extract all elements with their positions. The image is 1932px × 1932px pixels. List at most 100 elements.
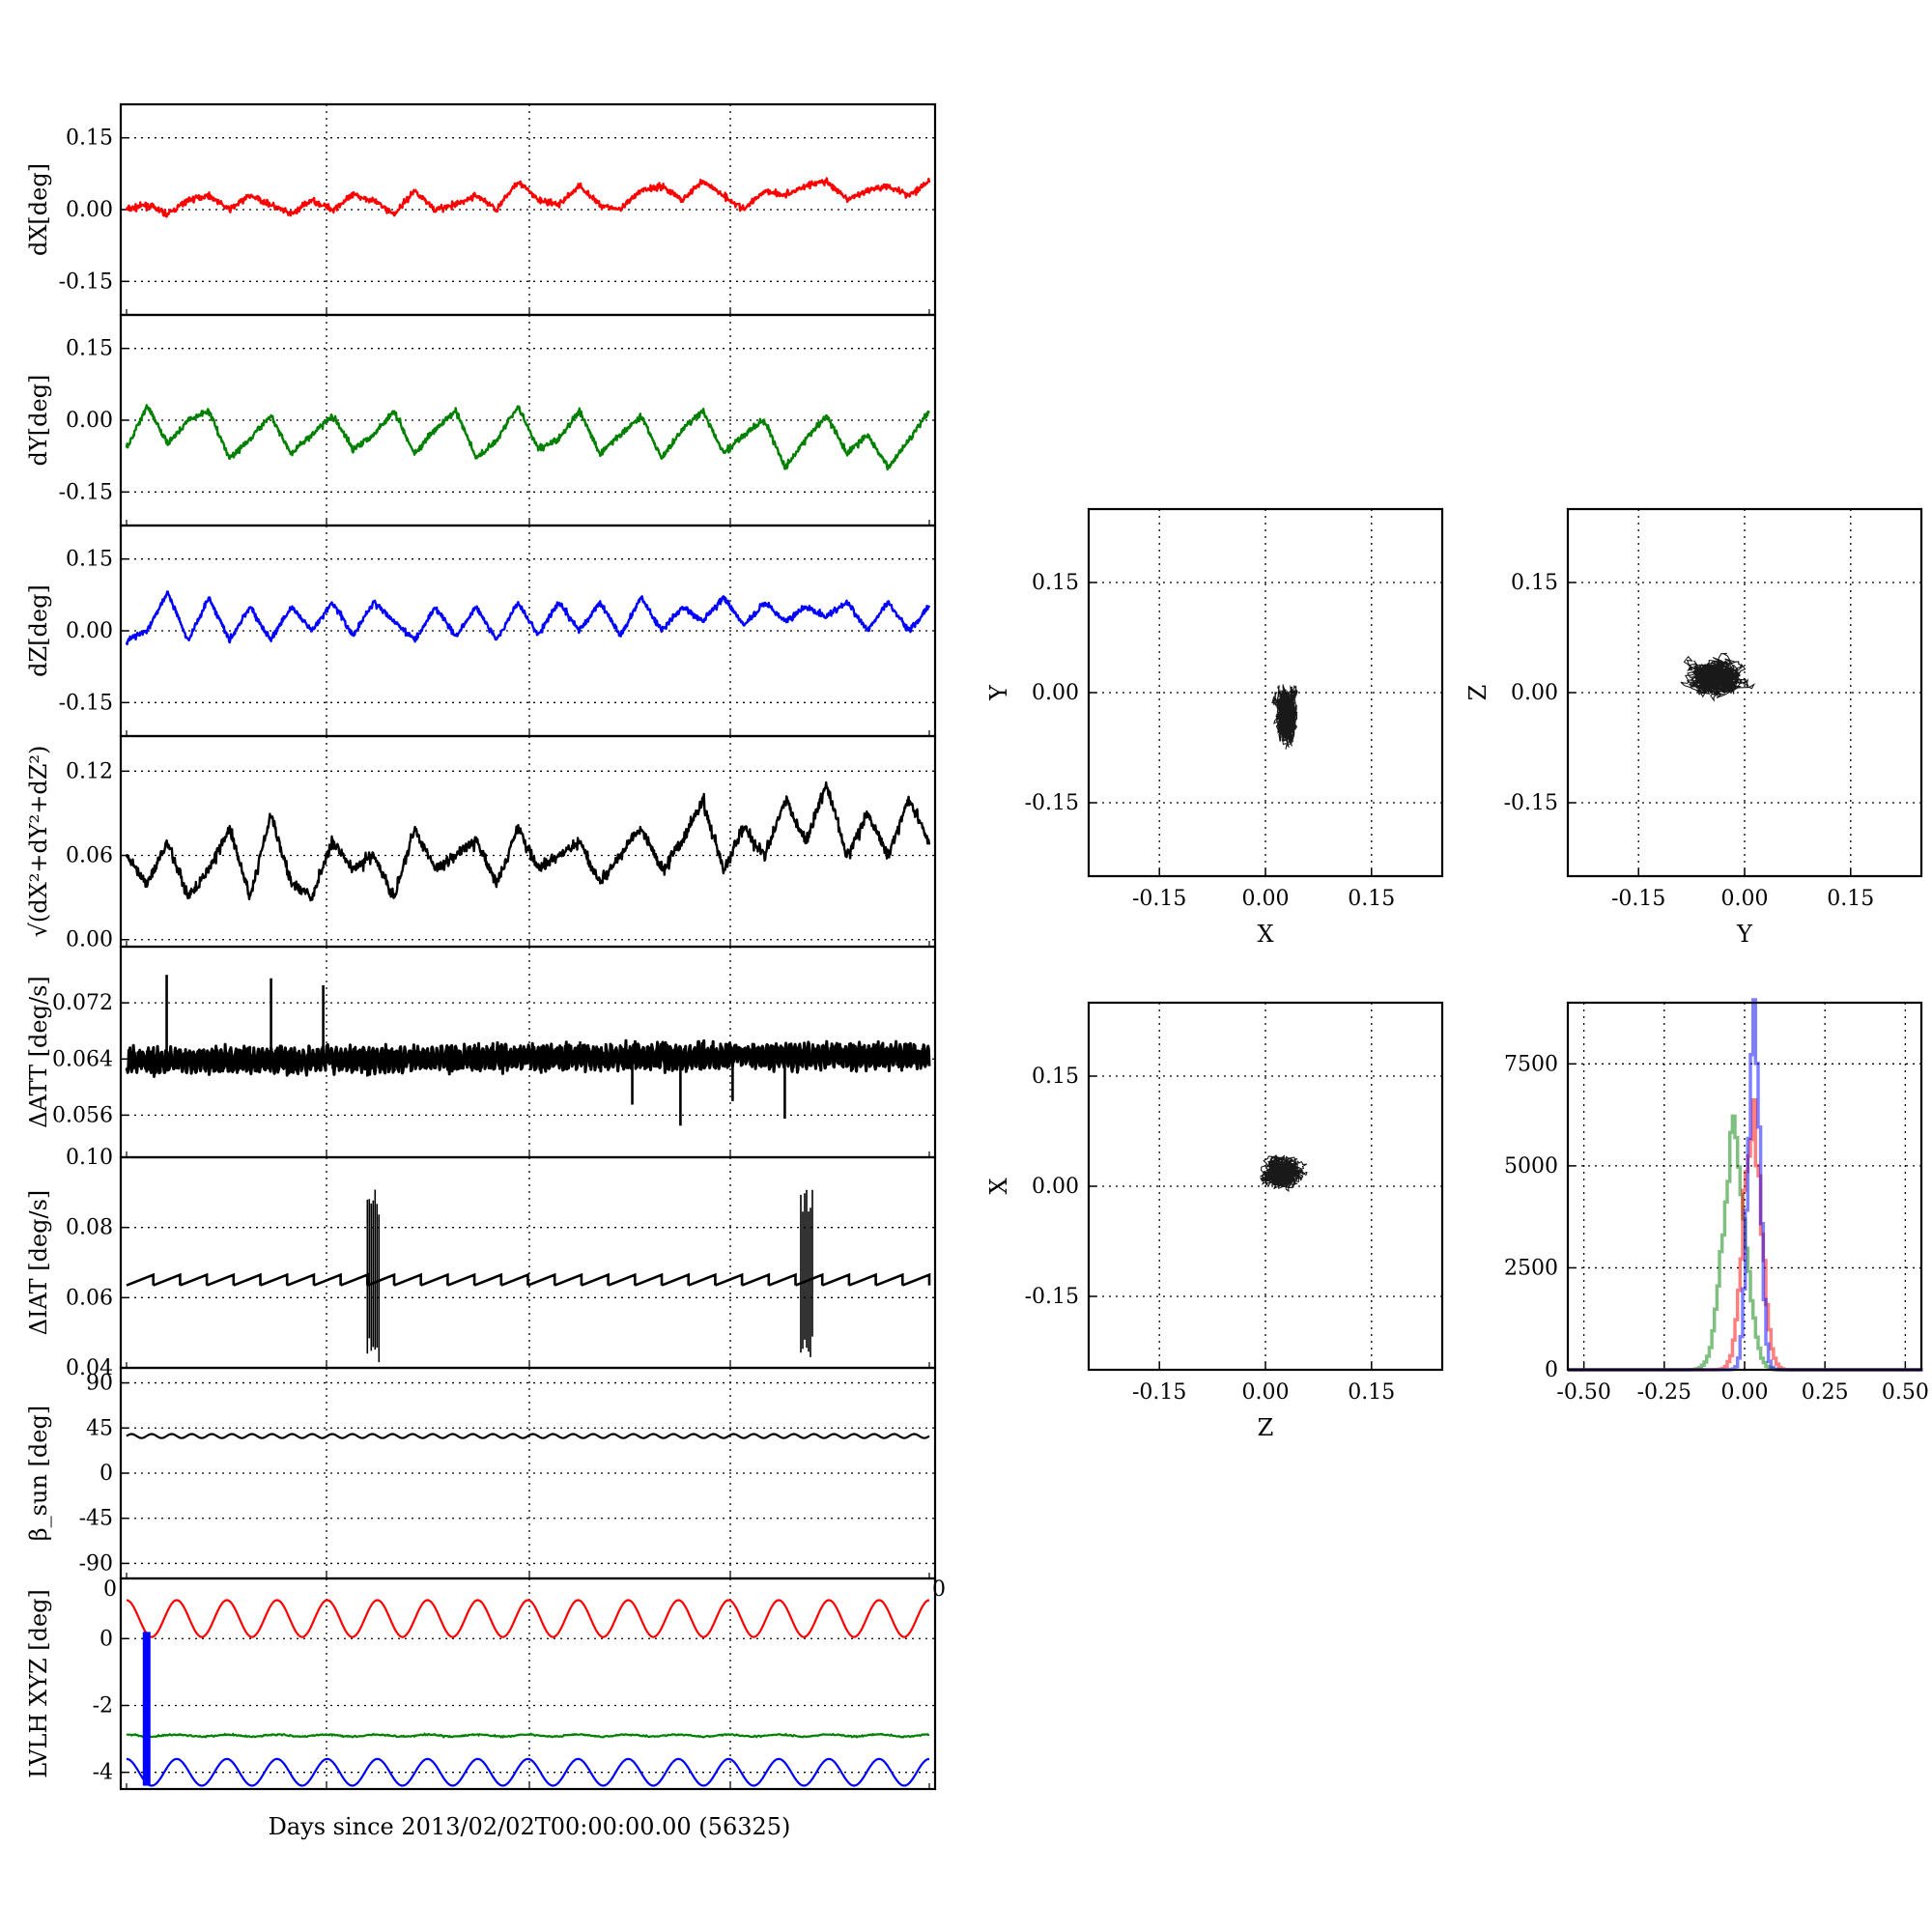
y-axis-label: ΔIAT [deg/s] (25, 1190, 52, 1336)
x-tick-label: 0.00 (1242, 1380, 1290, 1405)
series-line-blue (126, 1757, 930, 1787)
series-line-red (126, 1599, 930, 1638)
y-tick-label: -0.15 (59, 691, 113, 715)
panel-rss: 0.12 0.06 0.00 √(dX²+dY²+dZ²) (25, 734, 937, 952)
y-axis-label: X (985, 1178, 1012, 1194)
x-axis-label: X (1257, 921, 1273, 948)
y-tick-label: 5000 (1504, 1154, 1558, 1179)
panel-xy: -0.15 0.00 0.15 0.15 0.00 -0.15 X Y (985, 507, 1444, 948)
corner-tick-label: 0 (103, 1577, 117, 1602)
panel-yz: -0.15 0.00 0.15 0.15 0.00 -0.15 Y Z (1464, 507, 1923, 948)
panel-beta: 90 45 0 -45 -90 β_sun [deg] (25, 1366, 937, 1580)
y-tick-label: -0.15 (1504, 791, 1558, 815)
x-tick-label: 0.00 (1721, 1380, 1769, 1405)
x-tick-label: -0.15 (1132, 887, 1186, 911)
x-axis-label: Z (1258, 1414, 1274, 1441)
y-tick-label: 0.00 (66, 619, 113, 643)
axes-frame (119, 734, 937, 949)
y-tick-label: 45 (86, 1416, 113, 1440)
jump-bar (142, 1632, 151, 1786)
axes-frame (1566, 1001, 1923, 1372)
y-tick-label: 90 (86, 1372, 113, 1396)
series-line-dY (125, 404, 930, 471)
scatter-and-histogram-panels: -0.15 0.00 0.15 0.15 0.00 -0.15 X Y -0.15 0.00 0.1… (985, 507, 1929, 1441)
y-tick-label: -0.15 (59, 480, 113, 504)
series-line-dZ (125, 590, 931, 646)
y-axis-label: dY[deg] (25, 375, 52, 467)
x-tick-label: -0.15 (1132, 1380, 1186, 1405)
y-axis-label: ΔATT [deg/s] (25, 976, 52, 1128)
y-axis-label: √(dX²+dY²+dZ²) (25, 746, 52, 938)
axes-frame (119, 1577, 937, 1791)
y-tick-label: 0.072 (52, 991, 113, 1015)
axes-frame (1566, 507, 1923, 878)
y-tick-label: 0 (99, 1462, 113, 1486)
axes-frame (1087, 507, 1444, 878)
y-tick-label: 0.00 (66, 928, 113, 952)
y-axis-label: Z (1464, 685, 1492, 701)
x-tick-label: 0.50 (1882, 1380, 1929, 1405)
y-tick-label: 0.00 (1511, 681, 1558, 705)
y-tick-label: 0.064 (52, 1047, 113, 1071)
y-tick-label: 0.056 (52, 1103, 113, 1127)
x-tick-label: 0.15 (1827, 887, 1874, 911)
y-tick-label: 0 (1545, 1358, 1558, 1382)
y-tick-label: -0.15 (1025, 791, 1079, 815)
y-tick-label: 0.00 (1032, 681, 1079, 705)
y-tick-label: -4 (93, 1761, 113, 1785)
scatter-trace (1680, 652, 1756, 702)
panel-dX: 0.15 0.00 -0.15 dX[deg] (25, 102, 937, 317)
x-tick-label: -0.50 (1556, 1380, 1610, 1405)
scatter-trace (1271, 684, 1298, 750)
y-tick-label: 0.15 (1032, 571, 1079, 595)
x-axis-label: Y (1736, 921, 1753, 948)
y-tick-label: 0.15 (66, 548, 113, 572)
y-tick-label: 0.00 (1032, 1175, 1079, 1199)
panel-diat: 0.08 0.06 0.04 ΔIAT [deg/s] (25, 1155, 937, 1380)
panel-datt: 0.072 0.064 0.056 0.10 ΔATT [deg/s] (25, 945, 937, 1170)
x-tick-label: -0.25 (1637, 1380, 1691, 1405)
y-axis-label: LVLH XYZ [deg] (25, 1589, 52, 1778)
y-tick-label: 0.08 (66, 1216, 113, 1240)
x-tick-label: 0.00 (1721, 887, 1769, 911)
y-tick-label: 0.15 (66, 127, 113, 151)
y-axis-label: Y (985, 684, 1012, 701)
y-tick-label: 0.10 (66, 1146, 113, 1170)
scatter-trace (1260, 1153, 1308, 1193)
x-tick-label: 0.00 (1242, 887, 1290, 911)
y-tick-label: 0.15 (66, 337, 113, 361)
y-tick-label: 0 (99, 1627, 113, 1651)
y-tick-label: 0.12 (66, 759, 113, 783)
series-line-green (126, 1732, 930, 1740)
axes-frame (1087, 1001, 1444, 1372)
y-tick-label: -45 (79, 1507, 113, 1531)
y-tick-label: 2500 (1504, 1256, 1558, 1280)
burst (800, 1189, 813, 1357)
y-tick-label: 0.04 (66, 1356, 113, 1380)
y-tick-label: 0.15 (1032, 1065, 1079, 1089)
y-tick-label: 0.15 (1511, 571, 1558, 595)
time-series-panels: 0.15 0.00 -0.15 dX[deg] 0.15 0.00 -0.15 dY[deg]… (25, 102, 946, 1791)
panel-dY: 0.15 0.00 -0.15 dY[deg] (25, 313, 937, 527)
y-tick-label: 0.06 (66, 1286, 113, 1310)
x-tick-label: 0.15 (1348, 887, 1395, 911)
series-line-diat (126, 1272, 931, 1287)
panel-zx: -0.15 0.00 0.15 0.15 0.00 -0.15 Z X (985, 1001, 1444, 1441)
x-tick-label: 0.15 (1348, 1380, 1395, 1405)
y-axis-label: β_sun [deg] (25, 1406, 52, 1541)
y-tick-label: -90 (79, 1551, 113, 1576)
y-tick-label: -0.15 (59, 270, 113, 294)
y-tick-label: -2 (93, 1693, 113, 1718)
series-line-rss (125, 781, 931, 902)
x-tick-label: 0.25 (1802, 1380, 1849, 1405)
series-line-beta (126, 1433, 930, 1439)
y-tick-label: -0.15 (1025, 1285, 1079, 1309)
y-axis-label: dX[deg] (25, 163, 52, 256)
burst (366, 1189, 381, 1363)
series-line-dX (125, 177, 931, 218)
y-tick-label: 0.00 (66, 198, 113, 222)
x-tick-label: -0.15 (1611, 887, 1665, 911)
y-tick-label: 7500 (1504, 1052, 1558, 1076)
